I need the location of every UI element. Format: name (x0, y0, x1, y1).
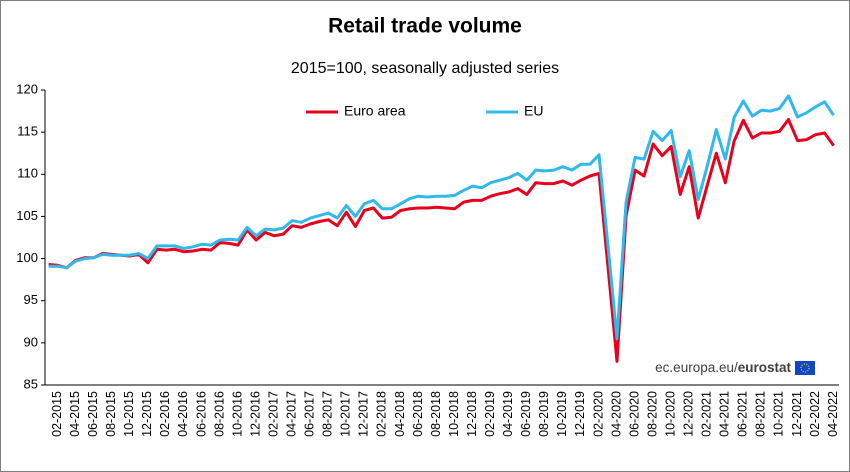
x-tick-label: 02-2020 (591, 391, 605, 437)
x-tick-label: 10-2020 (663, 391, 677, 437)
chart-subtitle: 2015=100, seasonally adjusted series (291, 60, 559, 77)
x-tick-label: 12-2018 (465, 391, 479, 437)
x-tick-label: 10-2019 (555, 391, 569, 437)
x-tick-label: 06-2015 (86, 391, 100, 437)
source: ec.europa.eu/eurostat (655, 360, 815, 375)
x-tick-label: 12-2017 (357, 391, 371, 437)
x-tick-label: 12-2020 (682, 391, 696, 437)
x-tick-label: 12-2015 (140, 391, 154, 437)
x-tick-label: 04-2020 (609, 391, 623, 437)
x-tick-label: 10-2016 (230, 391, 244, 437)
x-tick-label: 12-2016 (248, 391, 262, 437)
y-tick-label: 110 (17, 166, 38, 181)
x-tick-label: 08-2016 (212, 391, 226, 437)
y-tick-label: 90 (24, 334, 38, 349)
x-tick-label: 08-2015 (104, 391, 118, 437)
source-domain: ec.europa.eu/ (655, 360, 738, 375)
x-tick-label: 08-2019 (537, 391, 551, 437)
x-tick-label: 10-2017 (339, 391, 353, 437)
x-tick-label: 02-2016 (158, 391, 172, 437)
x-tick-label: 10-2018 (447, 391, 461, 437)
y-tick-label: 95 (24, 292, 38, 307)
x-tick-label: 02-2018 (375, 391, 389, 437)
y-tick-label: 105 (16, 208, 38, 223)
legend-label: Euro area (344, 103, 406, 119)
x-tick-label: 04-2021 (718, 391, 732, 437)
x-tick-label: 02-2019 (483, 391, 497, 437)
source-brand: eurostat (738, 360, 792, 375)
x-tick-label: 12-2019 (573, 391, 587, 437)
x-tick-label: 08-2020 (645, 391, 659, 437)
x-tick-label: 02-2021 (700, 391, 714, 437)
x-tick-label: 06-2019 (519, 391, 533, 437)
x-tick-label: 06-2017 (303, 391, 317, 437)
x-tick-label: 08-2018 (429, 391, 443, 437)
x-tick-label: 08-2017 (321, 391, 335, 437)
series-line (48, 94, 835, 341)
x-tick-label: 04-2015 (68, 391, 82, 437)
source-text: ec.europa.eu/eurostat (655, 360, 791, 375)
eu-flag (795, 361, 815, 375)
x-tick-label: 04-2017 (285, 391, 299, 437)
x-tick-label: 02-2022 (808, 391, 822, 437)
x-tick-label: 06-2016 (194, 391, 208, 437)
y-tick-label: 100 (16, 250, 38, 265)
y-tick-label: 120 (16, 81, 38, 96)
x-tick-label: 02-2015 (50, 391, 64, 437)
y-tick-label: 85 (24, 376, 38, 391)
x-tick-label: 04-2019 (501, 391, 515, 437)
x-tick-label: 06-2021 (736, 391, 750, 437)
x-tick-label: 02-2017 (266, 391, 280, 437)
x-tick-label: 04-2016 (176, 391, 190, 437)
eu-stars (800, 363, 810, 373)
x-tick-label: 06-2020 (627, 391, 641, 437)
x-tick-label: 04-2018 (393, 391, 407, 437)
x-tick-label: 12-2021 (790, 391, 804, 437)
series-line (48, 118, 835, 363)
x-tick-label: 04-2022 (826, 391, 840, 437)
x-tick-label: 10-2015 (122, 391, 136, 437)
y-tick-label: 115 (17, 124, 38, 139)
x-tick-label: 06-2018 (411, 391, 425, 437)
x-tick-label: 10-2021 (772, 391, 786, 437)
legend-label: EU (524, 103, 543, 119)
x-tick-label: 08-2021 (754, 391, 768, 437)
chart-title: Retail trade volume (328, 15, 522, 38)
